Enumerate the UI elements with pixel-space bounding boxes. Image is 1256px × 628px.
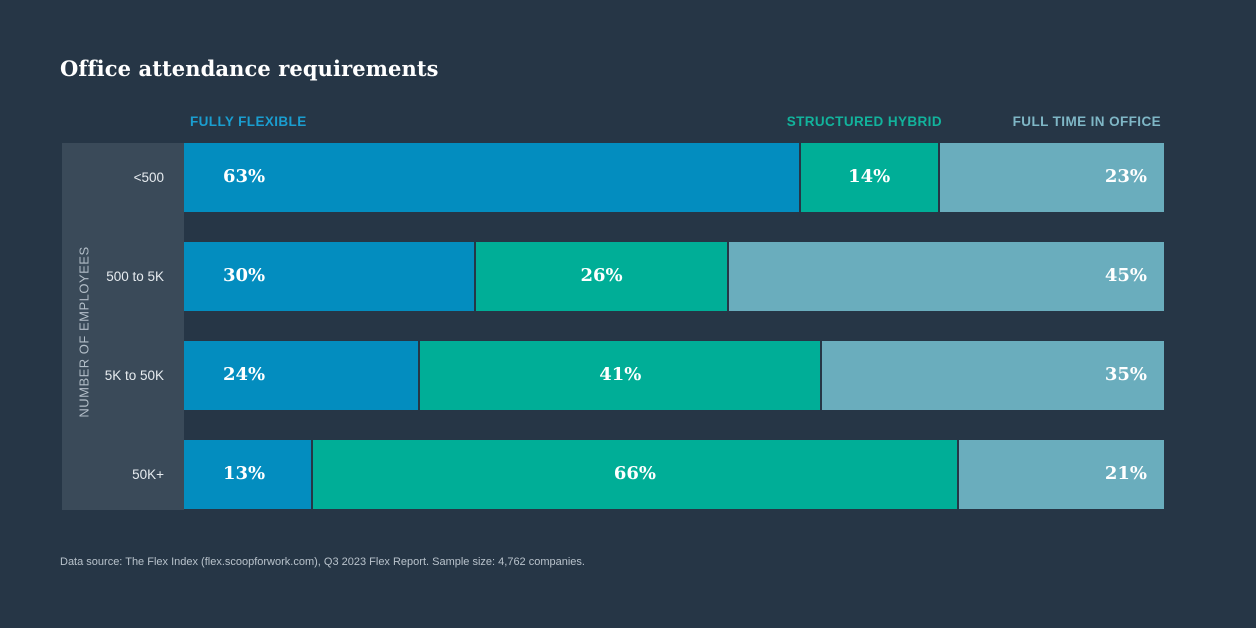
bar-segment: [184, 341, 419, 410]
category-label: <500: [133, 169, 164, 185]
bar-segment: [184, 242, 474, 311]
bar-value-label: 14%: [848, 165, 891, 187]
bar-segment: [475, 242, 728, 311]
bar-segment: [939, 143, 1164, 212]
bar-segment: [822, 341, 1164, 410]
bar-value-label: 30%: [223, 264, 266, 286]
category-label: 50K+: [132, 466, 164, 482]
chart-title: Office attendance requirements: [60, 56, 439, 81]
bar-value-label: 21%: [1104, 462, 1147, 484]
category-label: 5K to 50K: [104, 367, 164, 383]
legend-item-fully-flexible: FULLY FLEXIBLE: [190, 114, 307, 129]
bar-value-label: 13%: [223, 462, 266, 484]
bar-value-label: 26%: [580, 264, 623, 286]
bar-value-label: 63%: [223, 165, 266, 187]
legend-item-full-time-in-office: FULL TIME IN OFFICE: [1012, 114, 1161, 129]
bar-value-label: 23%: [1104, 165, 1147, 187]
bar-segment: [184, 440, 311, 509]
bar-segment: [729, 242, 1164, 311]
bar-value-label: 35%: [1104, 363, 1147, 385]
category-label: 500 to 5K: [106, 268, 164, 284]
bar-value-label: 41%: [599, 363, 642, 385]
bar-value-label: 24%: [223, 363, 266, 385]
bar-value-label: 66%: [613, 462, 657, 484]
legend-item-structured-hybrid: STRUCTURED HYBRID: [786, 114, 942, 129]
bar-segment: [800, 143, 938, 212]
bar-segment: [420, 341, 821, 410]
bar-value-label: 45%: [1104, 264, 1147, 286]
data-source-footnote: Data source: The Flex Index (flex.scoopf…: [60, 556, 585, 568]
bar-segment: [184, 143, 799, 212]
y-axis-panel: [62, 143, 184, 510]
bar-segment: [959, 440, 1164, 509]
bar-segment: [312, 440, 958, 509]
